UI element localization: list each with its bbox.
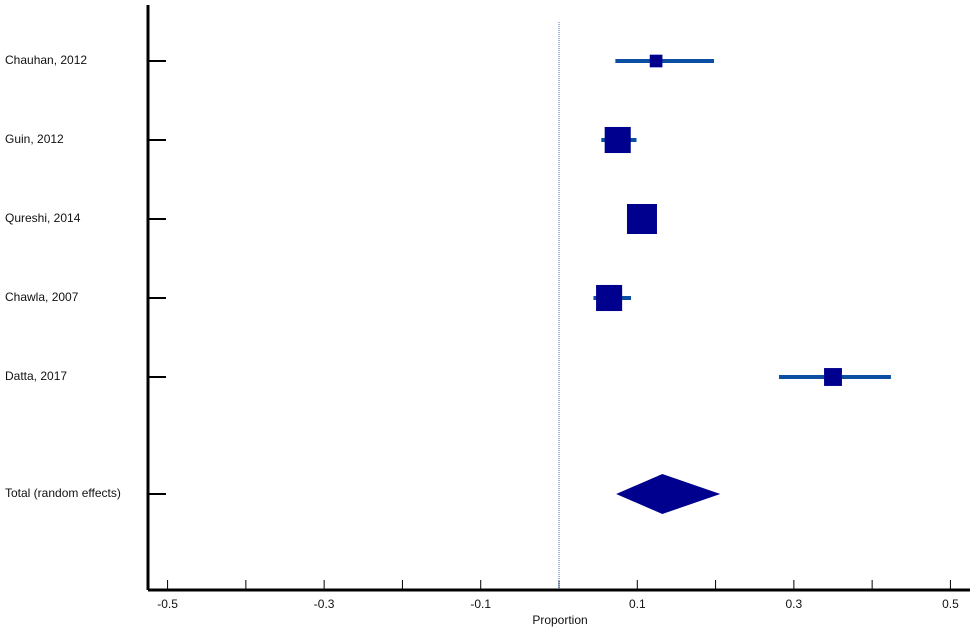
study-label: Qureshi, 2014 [5,211,81,225]
x-tick-label: 0.3 [786,597,803,611]
estimate-box [604,126,631,154]
x-tick-label: -0.3 [314,597,335,611]
total-label: Total (random effects) [5,486,121,500]
study-label: Chawla, 2007 [5,290,79,304]
estimate-box [824,368,842,386]
x-tick-label: 0.5 [942,597,959,611]
x-tick-label: -0.5 [157,597,178,611]
x-axis-label: Proportion [532,613,587,627]
study-label: Guin, 2012 [5,132,64,146]
study-label: Chauhan, 2012 [5,53,87,67]
estimate-box [626,204,657,234]
estimate-box [649,54,663,68]
total-diamond [616,474,721,514]
estimate-box [596,284,623,312]
x-tick-label: 0.1 [629,597,646,611]
x-tick-label: -0.1 [470,597,491,611]
study-label: Datta, 2017 [5,369,67,383]
